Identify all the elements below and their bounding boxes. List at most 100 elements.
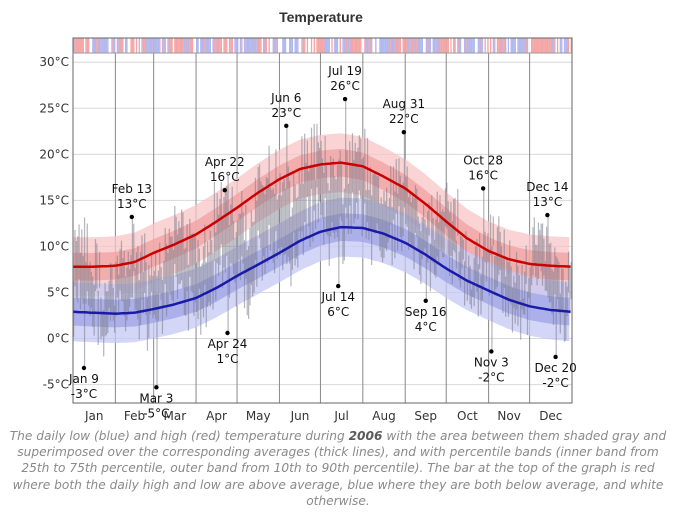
anomaly-bar-segment <box>314 38 317 53</box>
daily-range-bar <box>412 191 414 247</box>
daily-range-bar <box>442 209 444 258</box>
daily-range-bar <box>320 140 322 215</box>
chart-title: Temperature <box>279 9 363 25</box>
daily-range-bar <box>485 251 488 282</box>
daily-range-bar <box>489 214 492 256</box>
daily-range-bar <box>131 216 134 298</box>
anomaly-bar-segment <box>232 38 235 53</box>
anomaly-bar-segment <box>316 38 318 53</box>
anomaly-bar-segment <box>435 38 437 53</box>
daily-range-bar <box>417 216 419 252</box>
anomaly-bar-segment <box>325 38 328 53</box>
daily-range-bar <box>342 204 344 264</box>
annotation-value: -5°C <box>143 406 169 420</box>
anomaly-bar-segment <box>451 38 454 53</box>
anomaly-bar-segment <box>514 38 517 53</box>
anomaly-bar-segment <box>271 38 273 53</box>
y-tick-label: 10°C <box>39 239 69 253</box>
anomaly-bar-segment <box>264 38 266 53</box>
anomaly-bar-segment <box>313 38 316 53</box>
daily-range-bar <box>283 179 285 256</box>
anomaly-bar-segment <box>141 38 143 53</box>
daily-range-bar <box>522 298 525 315</box>
anomaly-bar-segment <box>178 38 180 53</box>
plot-frame <box>72 37 573 404</box>
daily-range-bar <box>126 267 128 321</box>
anomaly-bar-segment <box>261 38 264 53</box>
anomaly-bar-segment <box>79 38 82 53</box>
daily-range-bar <box>135 252 138 310</box>
anomaly-bar-segment <box>442 38 444 53</box>
daily-range-bar <box>554 247 556 295</box>
daily-range-bar <box>369 166 371 229</box>
daily-range-bar <box>324 136 326 199</box>
anomaly-bar-segment <box>127 38 130 53</box>
anomaly-bar-segment <box>353 38 355 53</box>
daily-range-bar <box>384 201 386 249</box>
daily-range-bar <box>159 242 161 294</box>
annotation-value: 13°C <box>533 195 563 209</box>
daily-range-bar <box>234 238 236 283</box>
anomaly-bar-segment <box>517 38 519 53</box>
daily-range-bar <box>480 275 482 315</box>
anomaly-bar-segment <box>286 38 288 53</box>
daily-range-bar <box>368 189 370 240</box>
y-tick-label: 5°C <box>47 285 69 299</box>
extreme-marker <box>129 214 134 220</box>
daily-range-bar <box>297 196 299 268</box>
anomaly-bar-segment <box>139 38 142 53</box>
anomaly-bar-segment <box>263 38 265 53</box>
x-tick-label: Feb <box>124 409 145 423</box>
annotation-date: Dec 20 <box>534 361 576 375</box>
anomaly-bar-segment <box>237 38 239 53</box>
anomaly-bar-segment <box>273 38 276 53</box>
y-tick-label: 25°C <box>39 101 69 115</box>
daily-range-bar <box>513 275 515 308</box>
anomaly-bar-segment <box>77 38 79 53</box>
anomaly-bar-segment <box>135 38 138 53</box>
daily-range-bar <box>563 309 566 342</box>
anomaly-bar-segment <box>289 38 291 53</box>
anomaly-bar-segment <box>438 38 440 53</box>
anomaly-bar-segment <box>488 38 491 53</box>
daily-range-bar <box>448 212 451 277</box>
anomaly-bar-segment <box>226 38 228 53</box>
daily-range-bar <box>213 181 216 261</box>
daily-range-bar <box>334 176 336 239</box>
daily-range-bar <box>414 185 417 233</box>
daily-range-bar <box>345 99 347 208</box>
daily-range-bar <box>290 216 292 287</box>
anomaly-bar-segment <box>241 38 243 53</box>
daily-range-bar <box>569 266 571 314</box>
anomaly-bar-segment <box>548 38 551 53</box>
anomaly-bar-segment <box>391 38 394 53</box>
daily-range-bar <box>547 215 549 298</box>
anomaly-bar-segment <box>260 38 262 53</box>
anomaly-bar-segment <box>272 38 275 53</box>
daily-range-bar <box>90 271 92 308</box>
daily-range-bar <box>287 166 289 257</box>
anomaly-bar-segment <box>196 38 198 53</box>
daily-range-bar <box>155 253 157 320</box>
anomaly-bar-segment <box>377 38 380 53</box>
daily-range-bar <box>427 211 429 263</box>
daily-range-bar <box>197 239 199 320</box>
anomaly-bar-segment <box>559 38 562 53</box>
daily-range-bar <box>351 133 354 193</box>
daily-range-bar <box>537 222 540 279</box>
daily-range-bar <box>208 252 210 302</box>
plot-area: -5°C 0°C 5°C 10°C 15°C 20°C 25°C 30°C Jan Feb Mar A… <box>39 37 577 423</box>
anomaly-bar-segment <box>153 38 156 53</box>
anomaly-bar-segment <box>388 38 391 53</box>
anomaly-bar-segment <box>422 38 425 53</box>
daily-range-bar <box>548 243 550 303</box>
extreme-marker <box>225 330 230 336</box>
daily-range-bar <box>392 166 395 220</box>
anomaly-bar-segment <box>321 38 324 53</box>
anomaly-bar-segment <box>446 38 448 53</box>
daily-range-bar <box>511 287 514 333</box>
daily-range-bar <box>85 261 87 304</box>
daily-range-bar <box>477 264 479 317</box>
daily-range-bar <box>235 232 237 307</box>
daily-range-bar <box>525 245 527 285</box>
